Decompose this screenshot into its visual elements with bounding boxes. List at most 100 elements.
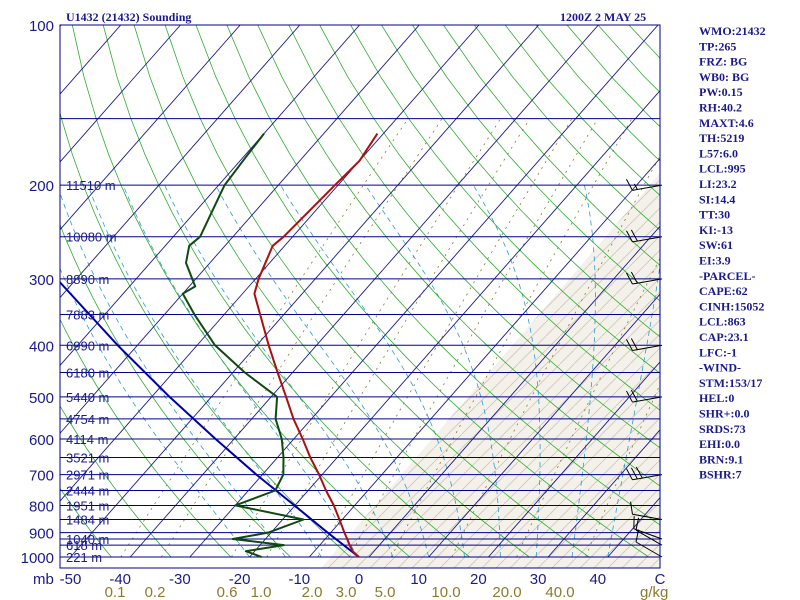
index-item: CAPE:62 (699, 284, 748, 298)
isotherm-line (60, 25, 480, 502)
temperature-unit-label: C (655, 571, 666, 588)
index-item: SW:61 (699, 238, 733, 252)
index-item: LI:23.2 (699, 177, 737, 191)
mixing-ratio-label: 1.0 (251, 584, 272, 600)
temperature-tick-label: -50 (60, 571, 82, 588)
height-label: 4754 m (66, 412, 109, 427)
pressure-tick-label: 300 (29, 272, 54, 289)
index-item: MAXT:4.6 (699, 116, 754, 130)
mixing-ratio-label: 2.0 (302, 584, 323, 600)
pressure-tick-label: 500 (29, 390, 54, 407)
isotherm-line (488, 361, 660, 558)
pressure-tick-label: 400 (29, 338, 54, 355)
moist-adiabat-line (60, 267, 250, 558)
index-item: KI:-13 (699, 223, 733, 237)
moist-adiabat-line (122, 184, 358, 558)
index-item: SI:14.4 (699, 192, 735, 206)
temperature-curve (253, 133, 379, 558)
mixing-ratio-lines (120, 118, 660, 558)
index-item: TH:5219 (699, 131, 744, 145)
isotherm-line (129, 25, 599, 558)
mixing-ratio-label: 5.0 (375, 584, 396, 600)
isotherm-line (308, 157, 660, 558)
pressure-tick-label: 1000 (21, 550, 54, 567)
height-label: 6990 m (66, 338, 109, 353)
mixing-ratio-unit-label: g/kg (640, 584, 668, 600)
index-item: WB0: BG (699, 70, 749, 84)
wind-barb (625, 466, 663, 481)
index-item: -WIND- (699, 361, 741, 375)
temperature-tick-label: -40 (109, 571, 131, 588)
mixing-ratio-line (120, 118, 409, 558)
isotherm-line (60, 25, 360, 367)
pressure-tick-label: 800 (29, 498, 54, 515)
wind-barb (625, 338, 663, 351)
height-label: 3521 m (66, 450, 109, 465)
mixing-ratio-label: 0.6 (217, 584, 238, 600)
stable-layer-shading (60, 118, 660, 568)
height-label: 2444 m (66, 484, 109, 499)
wind-barb (635, 517, 663, 546)
height-label: 4114 m (66, 432, 108, 447)
sounding-time: 1200Z 2 MAY 25 (560, 10, 646, 24)
wind-barb (633, 516, 663, 540)
index-item: EHI:0.0 (699, 437, 740, 451)
height-label: 8890 m (66, 272, 109, 287)
temperature-tick-label: 0 (355, 571, 363, 588)
height-label: 221 m (66, 550, 102, 565)
isotherm-line (189, 25, 659, 558)
mixing-ratio-label: 0.1 (105, 584, 126, 600)
index-item: TT:30 (699, 208, 730, 222)
isotherm-line (249, 89, 660, 558)
wind-barb (625, 389, 663, 403)
index-item: FRZ: BG (699, 55, 747, 69)
temperature-tick-label: 40 (589, 571, 606, 588)
height-label: 2971 m (66, 468, 109, 483)
mixing-ratio-line (231, 118, 501, 558)
index-item: LFC:-1 (699, 345, 737, 359)
height-label: 5440 m (66, 390, 109, 405)
isotherm-line (70, 25, 539, 558)
index-item: -PARCEL- (699, 269, 755, 283)
isotherm-line (428, 293, 660, 558)
index-item: LCL:863 (699, 315, 746, 329)
dry-adiabat-line (71, 25, 411, 558)
index-item: BRN:9.1 (699, 452, 743, 466)
temperature-tick-label: 30 (530, 571, 547, 588)
dry-adiabat-line (753, 25, 800, 557)
wind-barb (625, 178, 663, 191)
isotherm-line (60, 25, 301, 299)
moist-adiabat-line (164, 184, 394, 558)
mixing-ratio-line (160, 118, 443, 558)
height-label: 6180 m (66, 366, 109, 381)
index-item: EI:3.9 (699, 254, 731, 268)
height-label: 1484 m (66, 512, 109, 527)
index-item: L57:6.0 (699, 146, 738, 160)
wind-barb (625, 271, 663, 285)
wind-barb (625, 229, 663, 243)
height-label: 1040 m (66, 532, 109, 547)
pressure-tick-label: 200 (29, 178, 54, 195)
shaded-region (60, 118, 660, 568)
mixing-ratio-line (516, 257, 660, 558)
height-label: 10080 m (66, 230, 117, 245)
isotherm-line (368, 225, 660, 558)
temperature-tick-label: 20 (470, 571, 487, 588)
index-item: CINH:15052 (699, 299, 764, 313)
isotherm-line (547, 429, 660, 558)
isotherm-line (60, 25, 241, 231)
pressure-unit-label: mb (33, 571, 54, 588)
index-item: STM:153/17 (699, 376, 762, 390)
mixing-ratio-label: 0.2 (145, 584, 166, 600)
height-label: 1951 m (66, 498, 109, 513)
isotherms (60, 25, 660, 558)
temperature-tick-label: -20 (229, 571, 251, 588)
moist-adiabat-line (87, 184, 322, 558)
isotherm-line (60, 25, 181, 163)
isotherm-line (60, 25, 420, 434)
pressure-tick-label: 900 (29, 526, 54, 543)
mixing-ratio-label: 40.0 (545, 584, 574, 600)
